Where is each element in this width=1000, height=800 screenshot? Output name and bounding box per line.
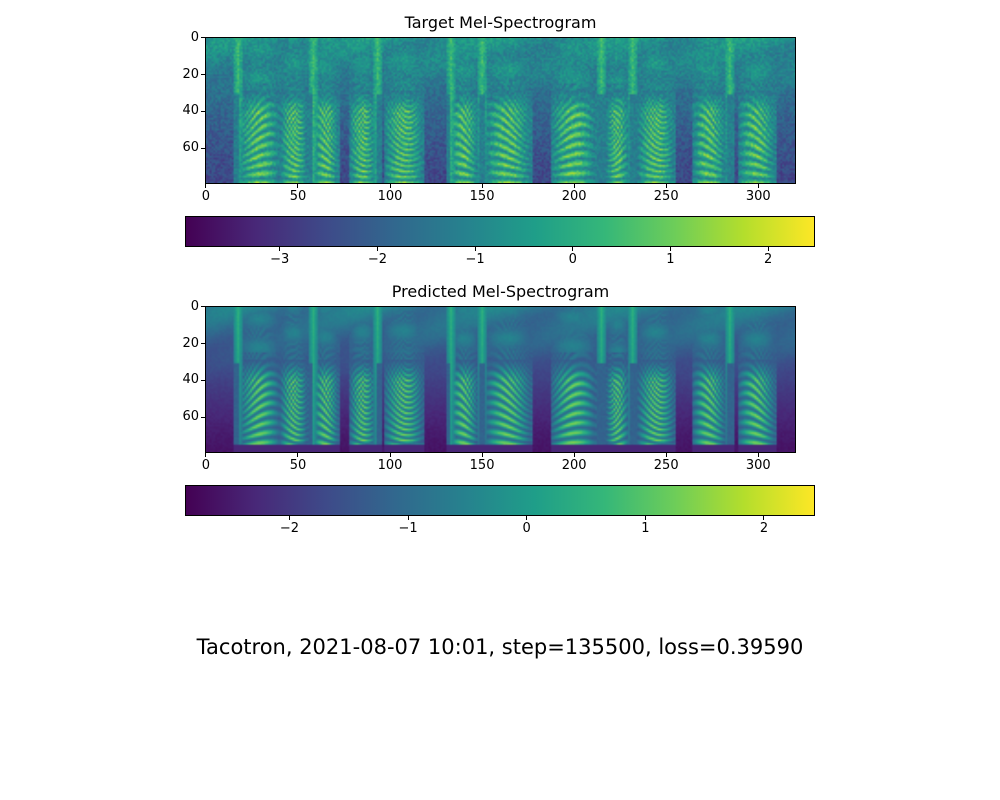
heatmap-image — [206, 307, 795, 452]
colorbar-tick-mark — [407, 516, 409, 520]
x-tick-mark — [481, 184, 483, 188]
x-tick-mark — [297, 184, 299, 188]
x-tick-label: 150 — [469, 458, 495, 473]
x-tick-label: 300 — [745, 189, 771, 204]
x-tick-label: 50 — [289, 458, 307, 473]
y-tick-mark — [201, 343, 205, 345]
x-tick-label: 250 — [653, 189, 679, 204]
colorbar-tick-label: 0 — [568, 252, 577, 267]
x-tick-label: 0 — [201, 458, 211, 473]
colorbar-tick-mark — [763, 516, 765, 520]
y-tick-mark — [201, 147, 205, 149]
y-tick-label: 0 — [190, 29, 199, 45]
y-tick-mark — [201, 306, 205, 308]
y-tick-mark — [201, 37, 205, 39]
colorbar-tick-mark — [644, 516, 646, 520]
x-tick-label: 250 — [653, 458, 679, 473]
heatmap-image — [206, 38, 795, 183]
colorbar — [185, 216, 815, 247]
x-tick-mark — [389, 184, 391, 188]
x-tick-label: 50 — [289, 189, 307, 204]
x-tick-mark — [757, 184, 759, 188]
y-tick-mark — [201, 74, 205, 76]
x-tick-mark — [481, 453, 483, 457]
y-tick-label: 20 — [182, 335, 199, 351]
x-tick-label: 300 — [745, 458, 771, 473]
colorbar-tick-label: −1 — [398, 521, 418, 536]
colorbar-tick-mark — [288, 516, 290, 520]
colorbar-tick-mark — [279, 247, 281, 251]
x-tick-mark — [573, 453, 575, 457]
x-tick-label: 100 — [377, 458, 403, 473]
y-tick-label: 40 — [182, 103, 199, 119]
x-tick-mark — [665, 184, 667, 188]
heatmap-axes — [205, 37, 796, 184]
chart-title: Predicted Mel-Spectrogram — [391, 282, 610, 301]
x-tick-mark — [297, 453, 299, 457]
x-tick-label: 100 — [377, 189, 403, 204]
colorbar-tick-label: 2 — [759, 521, 769, 536]
x-tick-label: 200 — [561, 189, 587, 204]
colorbar-tick-mark — [376, 247, 378, 251]
y-tick-label: 20 — [182, 66, 199, 82]
colorbar-tick-mark — [767, 247, 769, 251]
x-tick-label: 200 — [561, 458, 587, 473]
colorbar-tick-label: 2 — [763, 252, 773, 267]
colorbar-tick-label: −1 — [465, 252, 485, 267]
colorbar-tick-label: −2 — [279, 521, 299, 536]
y-tick-mark — [201, 110, 205, 112]
colorbar-tick-label: 0 — [522, 521, 531, 536]
y-tick-label: 0 — [190, 298, 199, 314]
y-tick-label: 60 — [182, 409, 199, 425]
y-tick-label: 60 — [182, 140, 199, 156]
colorbar-tick-mark — [474, 247, 476, 251]
x-tick-mark — [205, 453, 207, 457]
colorbar-tick-label: −2 — [367, 252, 387, 267]
x-tick-label: 0 — [201, 189, 211, 204]
x-tick-mark — [757, 453, 759, 457]
x-tick-mark — [389, 453, 391, 457]
colorbar-tick-label: 1 — [641, 521, 650, 536]
x-tick-mark — [205, 184, 207, 188]
y-tick-mark — [201, 416, 205, 418]
colorbar-tick-mark — [669, 247, 671, 251]
colorbar — [185, 485, 815, 516]
x-tick-label: 150 — [469, 189, 495, 204]
colorbar-tick-mark — [572, 247, 574, 251]
y-tick-label: 40 — [182, 372, 199, 388]
x-tick-mark — [665, 453, 667, 457]
chart-title: Target Mel-Spectrogram — [404, 13, 597, 32]
x-tick-mark — [573, 184, 575, 188]
colorbar-tick-mark — [526, 516, 528, 520]
colorbar-tick-label: 1 — [666, 252, 675, 267]
heatmap-axes — [205, 306, 796, 453]
y-tick-mark — [201, 379, 205, 381]
figure-suptitle: Tacotron, 2021-08-07 10:01, step=135500,… — [196, 635, 804, 659]
colorbar-tick-label: −3 — [270, 252, 290, 267]
